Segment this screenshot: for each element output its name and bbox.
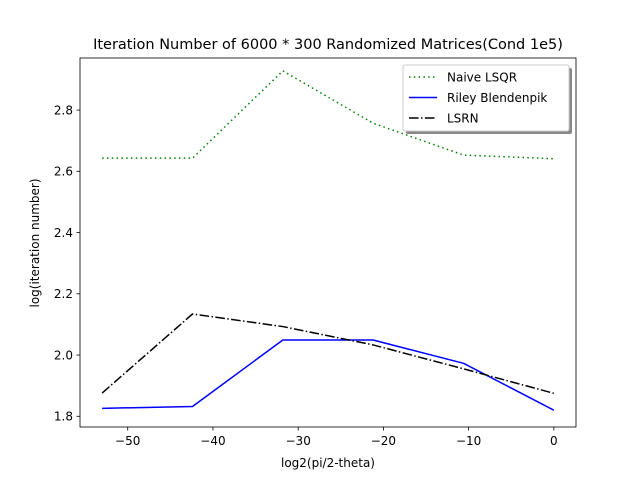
y-axis-label: log(iteration number)	[28, 179, 42, 308]
x-tick-label: −40	[200, 434, 225, 448]
y-tick-label: 2.0	[54, 348, 73, 362]
x-tick-label: −30	[286, 434, 311, 448]
y-tick-label: 1.8	[54, 410, 73, 424]
x-tick-label: −10	[456, 434, 481, 448]
chart-title: Iteration Number of 6000 * 300 Randomize…	[93, 37, 563, 53]
legend-label-3: LSRN	[447, 111, 479, 125]
axes-frame	[79, 57, 577, 428]
x-tick-label: −50	[115, 434, 140, 448]
axis-ticks: −50 −40 −30 −20 −10 0 1.8 2.0 2.2 2.4 2.6 2.8	[54, 103, 558, 448]
y-tick-label: 2.4	[54, 226, 73, 240]
legend-label-1: Naive LSQR	[447, 70, 517, 84]
x-tick-label: 0	[550, 434, 558, 448]
series-line-3	[101, 313, 555, 395]
y-tick-label: 2.2	[54, 287, 73, 301]
legend-box	[402, 64, 570, 132]
x-tick-label: −20	[371, 434, 396, 448]
y-tick-label: 2.6	[54, 165, 73, 179]
plot-area	[79, 57, 577, 428]
legend-label-2: Riley Blendenpik	[447, 91, 547, 105]
legend: Naive LSQR Riley Blendenpik LSRN	[402, 64, 572, 134]
y-tick-label: 2.8	[54, 103, 73, 117]
series-line-2	[102, 339, 555, 411]
x-axis-label: log2(pi/2-theta)	[281, 456, 375, 470]
